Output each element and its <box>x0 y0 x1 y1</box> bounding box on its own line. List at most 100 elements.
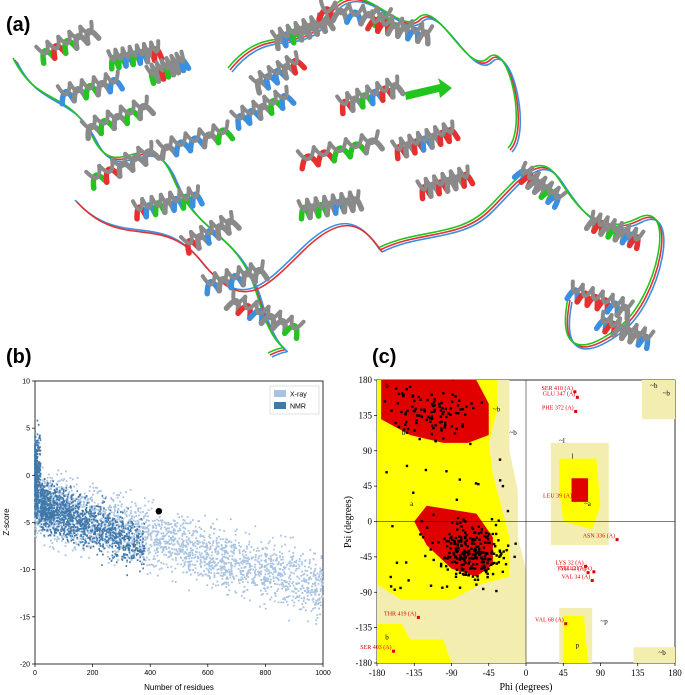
nmr-point <box>83 533 85 535</box>
xray-point <box>184 551 187 553</box>
nmr-point <box>94 524 97 527</box>
nmr-point <box>35 455 37 458</box>
xray-point <box>185 539 188 542</box>
nmr-point <box>46 523 49 525</box>
xray-point <box>53 533 56 536</box>
xray-point <box>256 547 259 550</box>
residue-point <box>475 557 478 560</box>
xray-point <box>183 564 186 566</box>
nmr-point <box>124 527 127 530</box>
xray-point <box>182 565 185 568</box>
nmr-point <box>79 528 82 530</box>
xray-point <box>171 570 173 573</box>
xray-point <box>227 541 230 543</box>
nmr-point <box>139 556 141 559</box>
xray-point <box>312 573 315 576</box>
xray-point <box>221 538 224 541</box>
residue-point <box>406 409 409 413</box>
xray-point <box>196 571 199 574</box>
xray-point <box>90 532 93 535</box>
xray-point <box>312 597 315 600</box>
residue-point <box>465 539 469 542</box>
xray-point <box>234 558 237 561</box>
xray-point <box>86 530 89 533</box>
residue-point <box>445 539 448 543</box>
nmr-point <box>40 513 43 516</box>
xray-point <box>251 578 254 581</box>
xray-point <box>144 538 147 541</box>
xray-point <box>214 584 217 587</box>
xray-point <box>103 521 105 524</box>
xray-point <box>207 569 210 571</box>
nmr-point <box>96 526 99 529</box>
xray-point <box>230 541 233 544</box>
xray-point <box>61 540 63 542</box>
nmr-point <box>48 497 51 500</box>
nmr-point <box>87 525 90 528</box>
xray-point <box>155 549 158 551</box>
nmr-point <box>84 515 87 518</box>
nmr-point <box>128 551 131 554</box>
nmr-point <box>86 502 89 504</box>
xray-point <box>211 558 214 561</box>
xray-point <box>157 519 160 522</box>
nmr-point <box>93 515 95 518</box>
residue-point <box>483 566 487 569</box>
xray-point <box>213 572 216 575</box>
nmr-point <box>121 523 124 526</box>
nmr-point <box>75 516 78 519</box>
nmr-point <box>102 527 105 530</box>
xray-point <box>272 577 275 580</box>
xray-point <box>66 532 69 534</box>
xray-point <box>227 568 230 571</box>
xray-point <box>274 566 276 569</box>
nmr-point <box>124 535 126 538</box>
xray-point <box>223 529 226 532</box>
xray-point <box>217 551 220 554</box>
xray-point <box>162 562 165 565</box>
nmr-point <box>44 518 47 521</box>
nmr-point <box>49 503 51 505</box>
residue-point <box>423 410 426 413</box>
nmr-point <box>132 557 134 559</box>
xray-point <box>283 597 286 599</box>
xray-point <box>60 478 63 481</box>
xray-point <box>57 491 60 494</box>
residue-point <box>470 526 474 529</box>
nmr-point <box>43 513 46 516</box>
residue-point <box>480 531 483 534</box>
nmr-point <box>126 544 129 547</box>
xray-point <box>195 537 198 539</box>
xray-point <box>101 499 104 502</box>
xray-point <box>94 486 97 489</box>
nmr-point <box>57 528 59 531</box>
xray-point <box>74 503 77 506</box>
xray-point <box>213 576 216 579</box>
xray-point <box>71 499 74 502</box>
residue-point <box>446 557 449 560</box>
helix-ribbon-segment <box>189 191 205 209</box>
nmr-point <box>76 522 79 525</box>
nmr-point <box>72 500 74 503</box>
residue-point <box>410 405 414 409</box>
nmr-point <box>34 472 36 475</box>
xray-point <box>264 559 267 561</box>
residue-point <box>455 548 458 551</box>
xray-point <box>97 490 100 493</box>
residue-point <box>458 554 462 557</box>
xray-point <box>221 549 224 552</box>
nmr-point <box>93 512 95 515</box>
xray-point <box>199 573 201 576</box>
residue-point <box>455 550 458 554</box>
xray-point <box>206 584 209 587</box>
xray-point <box>156 530 159 533</box>
xray-point <box>131 541 134 544</box>
xray-point <box>219 538 222 541</box>
nmr-point <box>94 530 96 533</box>
xray-point <box>238 549 241 551</box>
xray-point <box>187 560 190 563</box>
nmr-point <box>35 466 38 468</box>
xray-point <box>299 554 302 557</box>
xray-point <box>298 608 301 611</box>
xray-point <box>206 552 209 554</box>
